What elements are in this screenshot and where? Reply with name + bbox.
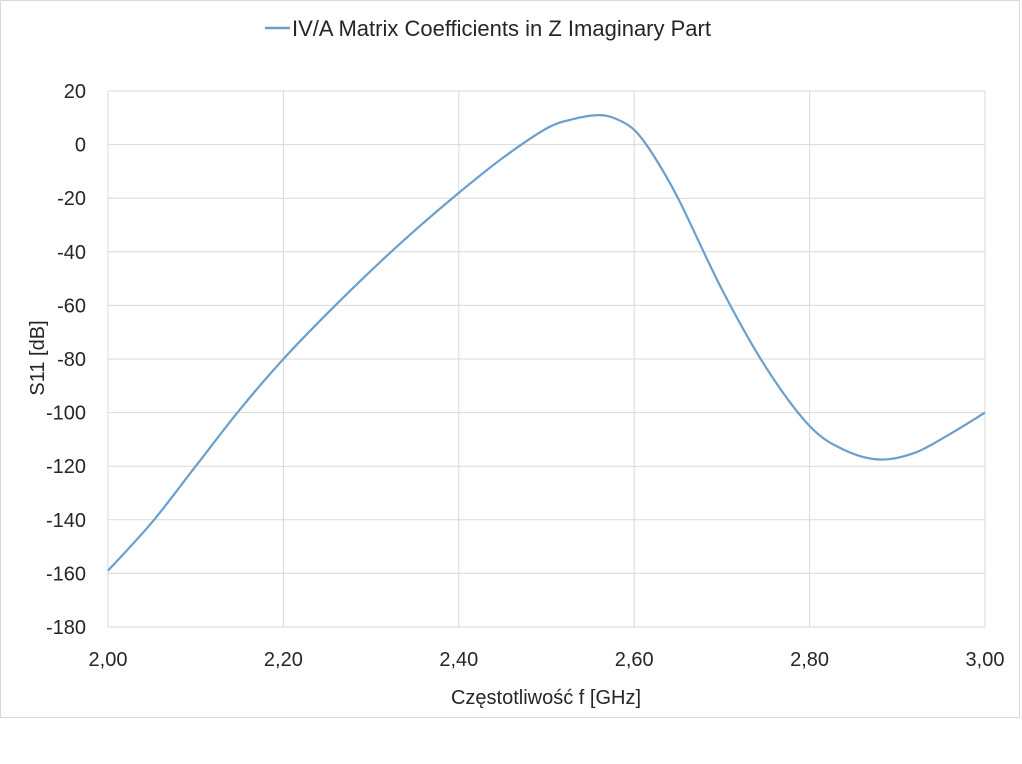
y-tick-label: -80 — [57, 349, 86, 371]
series-line — [107, 114, 986, 572]
y-tick-label: -180 — [46, 617, 86, 639]
x-tick-label: 2,80 — [790, 649, 829, 671]
x-axis-title: Częstotliwość f [GHz] — [451, 687, 641, 709]
y-tick-label: -100 — [46, 403, 86, 425]
x-tick-label: 2,00 — [89, 649, 128, 671]
y-tick-label: -160 — [46, 563, 86, 585]
gridlines — [107, 90, 986, 628]
x-tick-label: 2,40 — [439, 649, 478, 671]
y-tick-label: 20 — [64, 81, 86, 103]
x-tick-label: 3,00 — [966, 649, 1005, 671]
x-tick-label: 2,20 — [264, 649, 303, 671]
legend-label: IV/A Matrix Coefficients in Z Imaginary … — [292, 16, 711, 41]
series-lines — [107, 114, 986, 572]
y-tick-label: -120 — [46, 456, 86, 478]
y-tick-label: 0 — [75, 135, 86, 157]
y-tick-labels: 20 0 -20 -40 -60 -80 -100 -120 -140 -160 -180 — [46, 81, 86, 639]
y-tick-label: -60 — [57, 295, 86, 317]
y-tick-label: -40 — [57, 242, 86, 264]
y-axis-title: S11 [dB] — [27, 320, 49, 395]
x-tick-labels: 2,00 2,20 2,40 2,60 2,80 3,00 — [89, 649, 1005, 671]
x-tick-label: 2,60 — [615, 649, 654, 671]
legend: IV/A Matrix Coefficients in Z Imaginary … — [265, 16, 711, 41]
y-tick-label: -20 — [57, 188, 86, 210]
y-tick-label: -140 — [46, 510, 86, 532]
